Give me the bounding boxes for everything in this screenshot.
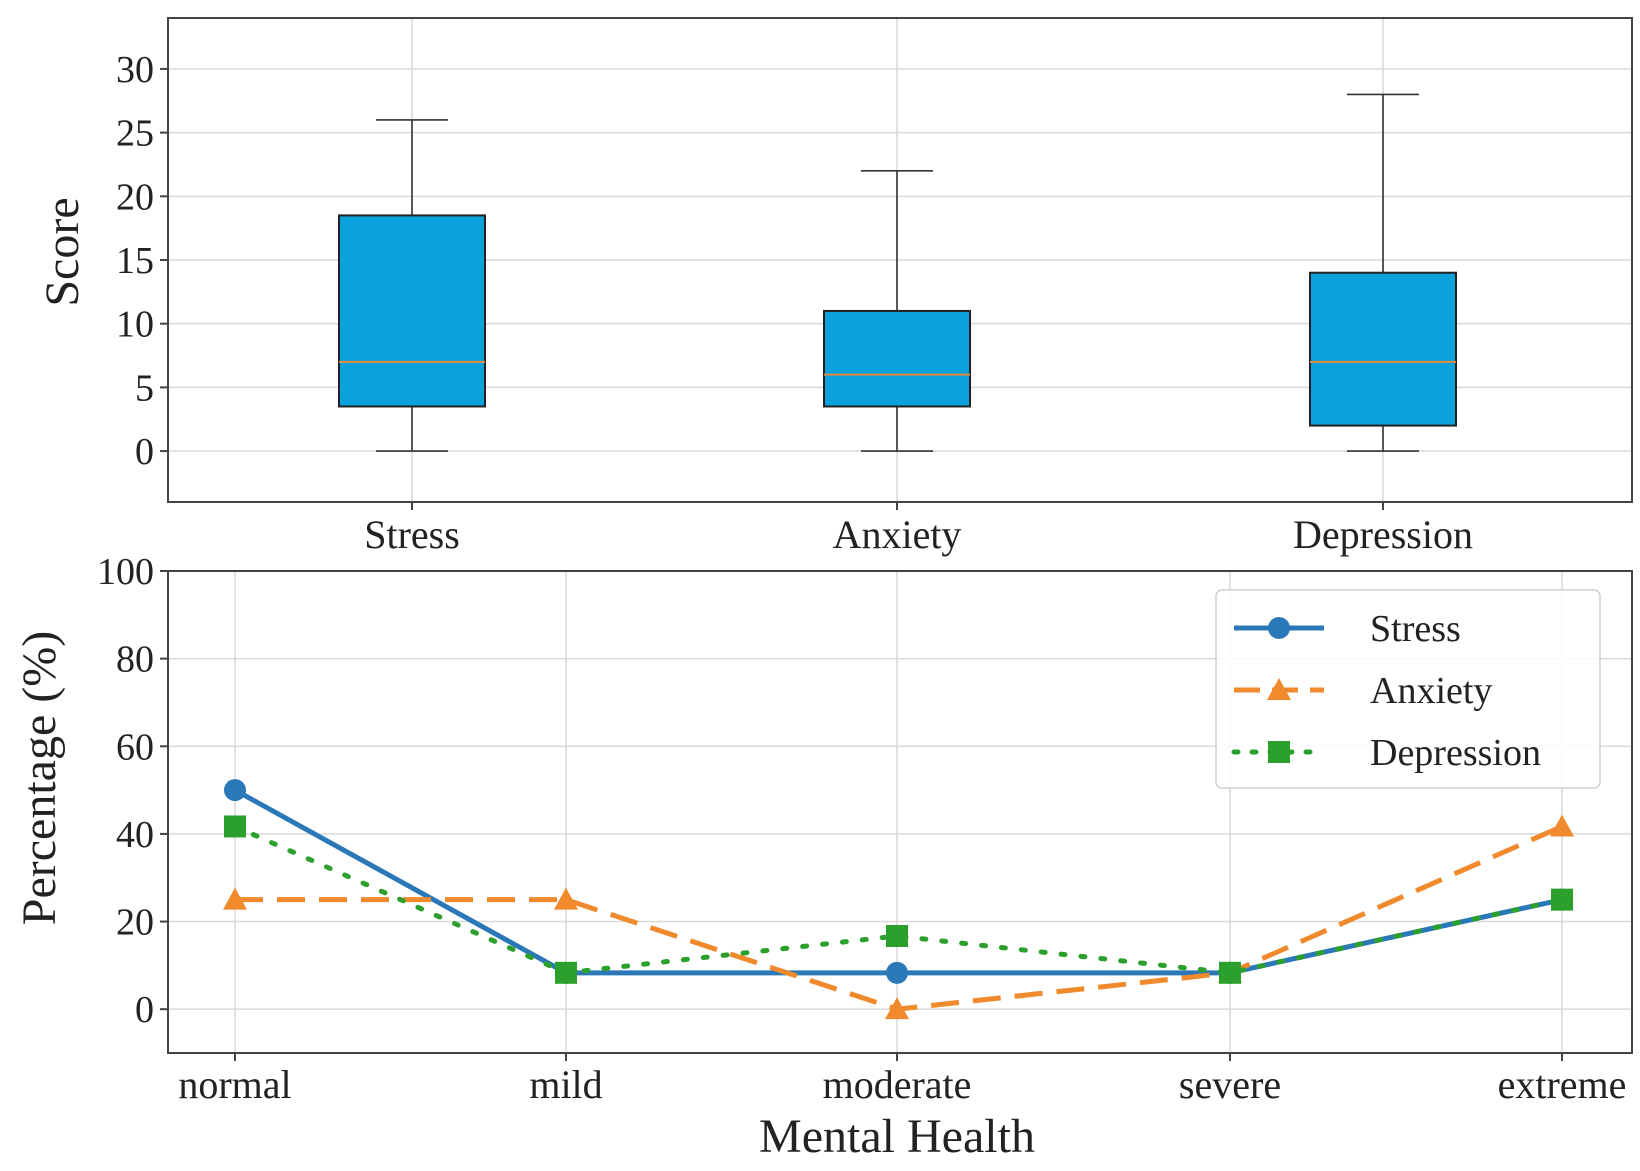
box-plot-marks	[338, 93, 1457, 452]
series-line-depression	[232, 823, 1565, 976]
line-chart-y-axis-label: Percentage (%)	[13, 631, 66, 926]
data-point-depression	[886, 925, 908, 948]
data-point-anxiety	[1550, 814, 1574, 837]
line-chart-x-axis-label: Mental Health	[759, 1110, 1035, 1163]
line-chart-x-tick-label: normal	[178, 1062, 291, 1107]
line-chart-panel: 0 20 40 60 80 100 normal mild moderate severe ext…	[13, 551, 1633, 1163]
legend: Stress Anxiety Depression	[1215, 589, 1601, 789]
legend-marker-stress	[1268, 617, 1290, 639]
line-chart-y-tick-label: 100	[97, 551, 154, 593]
box-plot-y-tick-label: 30	[116, 49, 154, 91]
data-point-stress	[224, 779, 246, 802]
box-plot-y-tick-label: 20	[116, 176, 154, 218]
line-chart-y-tick-label: 20	[116, 902, 154, 944]
legend-box	[1215, 589, 1601, 789]
line-chart-marks	[223, 779, 1574, 1020]
box-plot-x-tick-label: Depression	[1293, 512, 1473, 557]
data-point-anxiety	[554, 887, 578, 910]
legend-marker-depression	[1268, 741, 1290, 763]
data-point-depression	[555, 961, 577, 984]
box-plot-y-tick-label: 5	[135, 367, 154, 409]
box-plot-y-tick-label: 10	[116, 304, 154, 346]
data-point-anxiety	[223, 887, 247, 910]
line-chart-y-tick-label: 80	[116, 639, 154, 681]
data-point-depression	[1551, 888, 1573, 911]
box-plot-y-tick-label: 0	[135, 431, 154, 473]
data-point-stress	[886, 961, 908, 984]
box-anxiety	[823, 170, 971, 452]
box-plot-x-tick-label: Anxiety	[833, 512, 962, 557]
box-plot-x-tick-label: Stress	[364, 512, 460, 557]
line-chart-x-ticks: normal mild moderate severe extreme	[178, 1053, 1626, 1107]
line-chart-y-tick-label: 60	[116, 726, 154, 768]
box-iqr	[1309, 271, 1457, 427]
data-point-depression	[224, 815, 246, 838]
series-depression	[224, 815, 1573, 984]
legend-label-stress: Stress	[1370, 608, 1461, 650]
line-chart-y-tick-label: 40	[116, 814, 154, 856]
box-stress	[338, 119, 486, 452]
data-point-anxiety	[885, 997, 909, 1020]
line-chart-y-ticks: 0 20 40 60 80 100	[97, 551, 168, 1031]
box-plot-y-axis-label: Score	[36, 197, 89, 306]
legend-label-anxiety: Anxiety	[1370, 670, 1492, 712]
line-chart-y-tick-label: 0	[135, 989, 154, 1031]
box-depression	[1309, 93, 1457, 452]
series-stress	[224, 779, 1573, 984]
box-plot-x-ticks: Stress Anxiety Depression	[364, 502, 1473, 557]
box-plot-panel: 0 5 10 15 20 25 30 Stress Anxiety Depression Sco…	[36, 17, 1633, 557]
legend-label-depression: Depression	[1370, 732, 1541, 774]
legend-marker-anxiety	[1267, 678, 1291, 700]
line-chart-x-tick-label: severe	[1179, 1062, 1281, 1107]
line-chart-x-tick-label: moderate	[823, 1062, 972, 1107]
box-plot-y-tick-label: 15	[116, 240, 154, 282]
line-chart-x-tick-label: mild	[529, 1062, 602, 1107]
data-point-depression	[1219, 961, 1241, 984]
line-chart-x-tick-label: extreme	[1498, 1062, 1627, 1107]
line-chart-frame	[167, 570, 1633, 1054]
box-plot-y-ticks: 0 5 10 15 20 25 30	[116, 49, 168, 473]
box-iqr	[338, 214, 486, 408]
box-iqr	[823, 309, 971, 408]
series-anxiety	[223, 814, 1574, 1020]
box-plot-y-tick-label: 25	[116, 113, 154, 155]
